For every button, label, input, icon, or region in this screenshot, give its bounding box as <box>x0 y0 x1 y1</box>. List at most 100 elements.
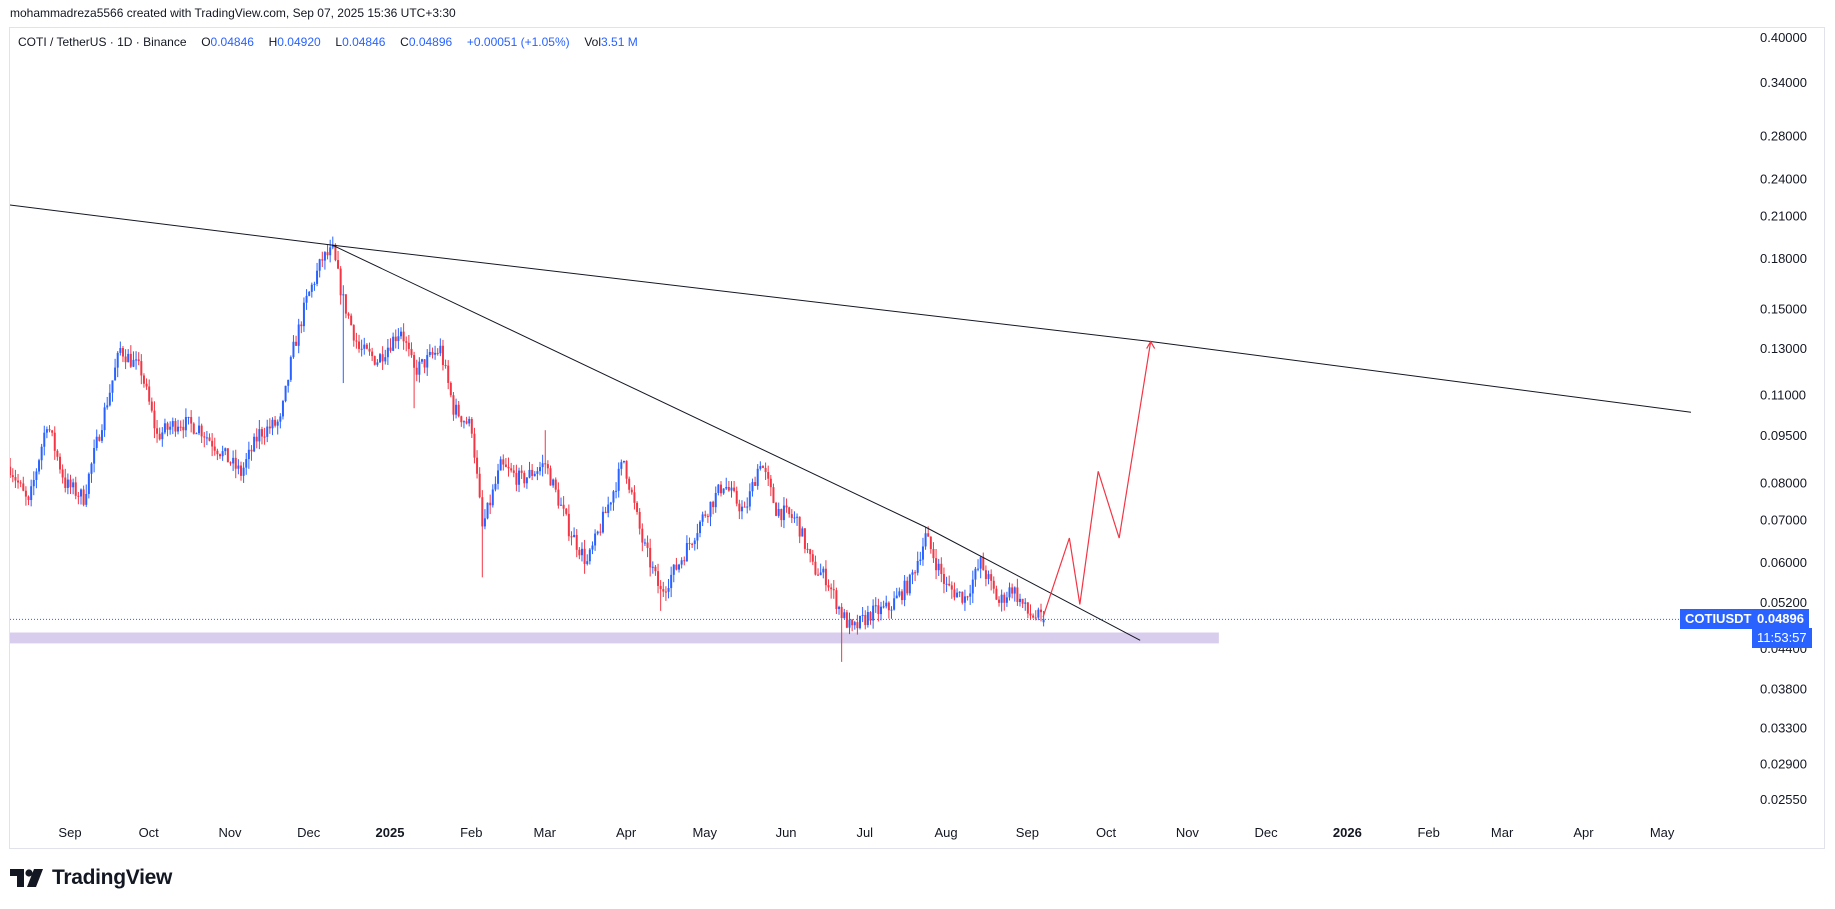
candle-body <box>706 515 709 517</box>
candle-body <box>932 549 935 559</box>
candle-body <box>98 436 101 441</box>
tradingview-logo[interactable]: TradingView <box>10 866 172 890</box>
candle-body <box>924 533 927 547</box>
price-tick-label: 0.06000 <box>1760 555 1807 570</box>
candle-body <box>830 587 833 590</box>
candle-body <box>114 367 117 381</box>
candle-body <box>85 493 88 505</box>
candle-body <box>216 450 219 455</box>
candle-body <box>399 331 402 337</box>
candle-body <box>169 426 172 430</box>
candle-body <box>1013 587 1016 594</box>
candle-body <box>528 469 531 478</box>
candle-body <box>612 491 615 503</box>
candle-body <box>413 355 416 368</box>
candle-body <box>570 536 573 538</box>
chart-credit: mohammadreza5566 created with TradingVie… <box>10 6 456 20</box>
candle-body <box>1011 587 1014 594</box>
candle-body <box>531 469 534 476</box>
candle-body <box>935 558 938 571</box>
time-tick-label: Sep <box>58 825 81 840</box>
candle-body <box>339 268 342 296</box>
candle-body <box>754 482 757 486</box>
candle-body <box>657 571 660 586</box>
candle-body <box>712 501 715 508</box>
support-zone[interactable] <box>10 632 1219 644</box>
candle-body <box>625 460 628 479</box>
candle-body <box>368 348 371 352</box>
candle-body <box>969 593 972 597</box>
candle-body <box>394 336 397 342</box>
candle-body <box>182 426 185 431</box>
candle-body <box>717 484 720 493</box>
time-tick-label: Mar <box>1491 825 1514 840</box>
candle-body <box>234 457 237 469</box>
candle-body <box>457 404 460 417</box>
candle-body <box>1032 615 1035 618</box>
candle-body <box>468 419 471 424</box>
candle-body <box>916 560 919 573</box>
candle-body <box>444 365 447 367</box>
candle-body <box>864 615 867 626</box>
candle-body <box>845 612 848 628</box>
candle-body <box>355 340 358 342</box>
candle-body <box>497 470 500 484</box>
candle-body <box>213 446 216 451</box>
candle-body <box>704 514 707 516</box>
trendline-long-term-resistance[interactable] <box>10 204 1692 413</box>
candle-body <box>426 355 429 368</box>
candle-body <box>337 260 340 269</box>
candle-body <box>184 417 187 431</box>
candle-body <box>1026 602 1029 614</box>
candle-body <box>725 486 728 489</box>
candle-body <box>578 549 581 556</box>
candle-body <box>699 521 702 534</box>
projection-path[interactable] <box>1042 341 1152 618</box>
candle-body <box>580 548 583 556</box>
candle-body <box>796 516 799 518</box>
candle-body <box>984 570 987 579</box>
candle-body <box>908 574 911 594</box>
candle-body <box>371 351 374 357</box>
time-tick-label: Nov <box>218 825 242 840</box>
candle-body <box>523 472 526 484</box>
trendline-short-term-resistance[interactable] <box>332 244 1141 641</box>
candle-body <box>132 359 135 367</box>
candle-body <box>733 487 736 491</box>
candle-body <box>835 590 838 610</box>
price-tick-label: 0.11000 <box>1760 387 1806 402</box>
candle-body <box>767 472 770 479</box>
candle-body <box>515 472 518 485</box>
candle-body <box>187 417 190 419</box>
legend-symbol[interactable]: COTI / TetherUS · 1D · Binance <box>18 35 187 49</box>
candle-body <box>738 503 741 512</box>
candle-body <box>174 421 177 432</box>
candle-body <box>859 615 862 629</box>
candle-body <box>945 583 948 585</box>
price-tick-label: 0.02900 <box>1760 756 1807 771</box>
candle-body <box>271 419 274 429</box>
candle-body <box>219 454 222 457</box>
candle-body <box>376 362 379 365</box>
candle-body <box>43 432 46 447</box>
time-tick-label: Sep <box>1016 825 1039 840</box>
candle-body <box>373 356 376 365</box>
candle-body <box>861 615 864 617</box>
candle-body <box>809 549 812 555</box>
candle-body <box>654 566 657 572</box>
candle-body <box>814 561 817 575</box>
candle-body <box>1039 609 1042 613</box>
candle-body <box>756 468 759 486</box>
candle-body <box>221 451 224 457</box>
candle-body <box>360 348 363 350</box>
candle-body <box>423 359 426 368</box>
candle-body <box>1029 613 1032 616</box>
candle-body <box>48 429 51 431</box>
candle-body <box>198 425 201 434</box>
candle-body <box>748 491 751 507</box>
candle-body <box>35 471 38 480</box>
candle-body <box>331 244 334 248</box>
candle-body <box>274 419 277 426</box>
candle-body <box>567 513 570 537</box>
